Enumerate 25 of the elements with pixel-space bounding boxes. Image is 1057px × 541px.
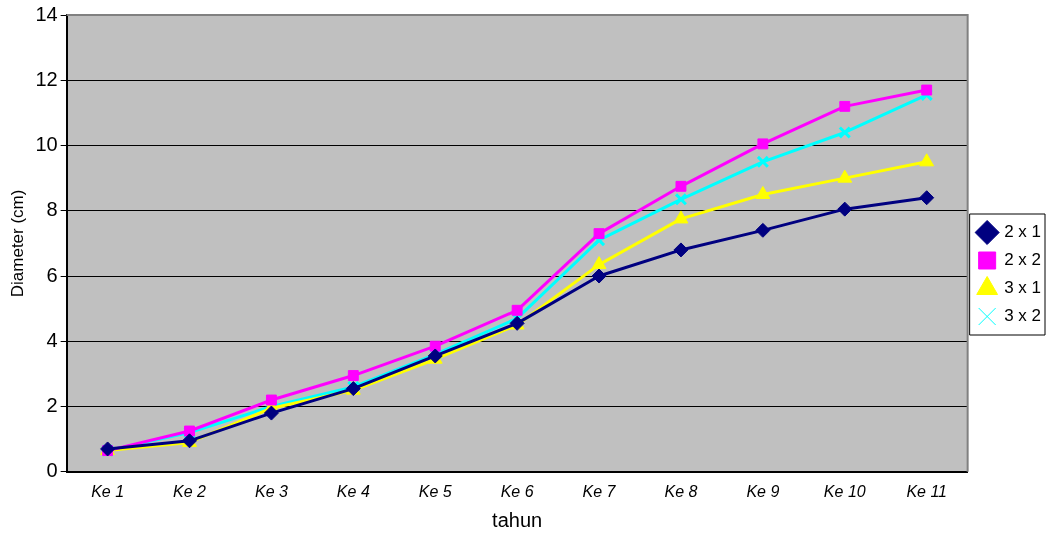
legend-label: 2 x 2 xyxy=(1004,250,1041,270)
x-axis-title: tahun xyxy=(492,508,543,531)
x-tick-label: Ke 5 xyxy=(418,482,452,500)
x-tick-label: Ke 11 xyxy=(906,482,947,500)
legend-label: 3 x 2 xyxy=(1004,306,1041,326)
x-tick-label: Ke 1 xyxy=(91,482,125,500)
y-tick-label: 0 xyxy=(46,459,58,482)
y-axis-title: Diameter (cm) xyxy=(7,189,27,298)
y-tick-label: 6 xyxy=(46,263,58,286)
legend-label: 3 x 1 xyxy=(1004,278,1041,298)
y-tick-label: 14 xyxy=(35,2,58,25)
x-tick-label: Ke 9 xyxy=(746,482,780,500)
x-tick-label: Ke 4 xyxy=(336,482,370,500)
y-tick-label: 4 xyxy=(46,328,58,351)
x-tick-label: Ke 8 xyxy=(664,482,698,500)
x-tick-label: Ke 10 xyxy=(823,482,866,500)
x-tick-label: Ke 7 xyxy=(582,482,617,500)
y-tick-label: 10 xyxy=(35,133,58,156)
y-tick-label: 12 xyxy=(35,67,58,90)
y-tick-label: 8 xyxy=(46,198,58,221)
y-tick-label: 2 xyxy=(46,394,58,417)
x-tick-label: Ke 6 xyxy=(500,482,534,500)
legend-label: 2 x 1 xyxy=(1004,222,1041,242)
x-tick-label: Ke 3 xyxy=(254,482,288,500)
x-tick-label: Ke 2 xyxy=(173,482,207,500)
